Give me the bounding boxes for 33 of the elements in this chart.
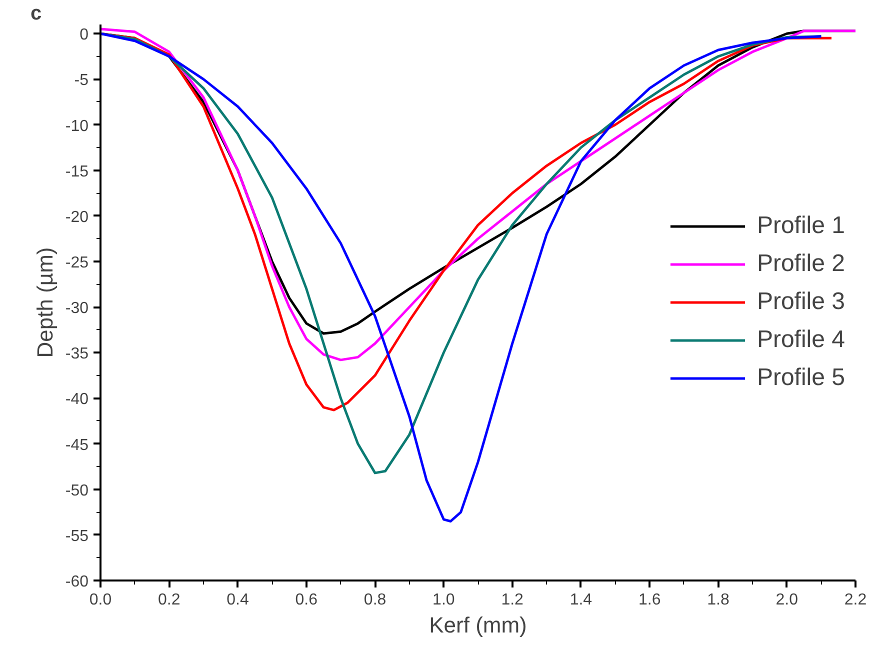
legend-label: Profile 4 <box>756 326 845 354</box>
x-tick-label: 2.0 <box>776 592 798 608</box>
y-tick-label: -55 <box>65 528 89 545</box>
x-tick-label: 0.4 <box>226 592 249 608</box>
y-tick-label: -60 <box>65 574 89 590</box>
legend-label: Profile 2 <box>756 250 845 278</box>
text: c <box>30 2 42 24</box>
x-tick-label: 1.8 <box>707 592 730 608</box>
x-tick-label: 1.2 <box>501 592 524 608</box>
x-tick-label: 0.8 <box>364 592 386 608</box>
y-tick-label: -15 <box>65 163 89 180</box>
legend-label: Profile 3 <box>756 288 845 316</box>
x-tick-label: 0.6 <box>295 592 318 608</box>
y-tick-label: -40 <box>65 391 89 408</box>
x-tick-label: 1.0 <box>432 592 455 608</box>
x-tick-label: 0.0 <box>89 592 112 608</box>
x-tick-label: 0.2 <box>158 592 180 608</box>
y-tick-label: -45 <box>65 436 89 454</box>
y-tick-label: -30 <box>65 300 89 318</box>
y-tick-label: -10 <box>65 118 89 135</box>
y-tick-label: -25 <box>65 254 89 272</box>
x-tick-label: 1.4 <box>570 592 592 608</box>
legend-label: Profile 5 <box>756 364 845 392</box>
y-tick-label: -50 <box>65 482 89 500</box>
y-tick-label: -35 <box>65 346 89 363</box>
y-tick-label: 0 <box>80 26 89 44</box>
x-tick-label: 2.2 <box>844 592 867 608</box>
x-tick-label: 1.6 <box>638 592 661 608</box>
y-tick-label: -5 <box>74 72 89 90</box>
y-tick-label: -20 <box>65 208 89 226</box>
x-axis-title: Kerf (mm) <box>429 612 527 638</box>
y-axis-title: Depth (µm) <box>32 247 58 358</box>
legend-label: Profile 1 <box>756 212 845 240</box>
